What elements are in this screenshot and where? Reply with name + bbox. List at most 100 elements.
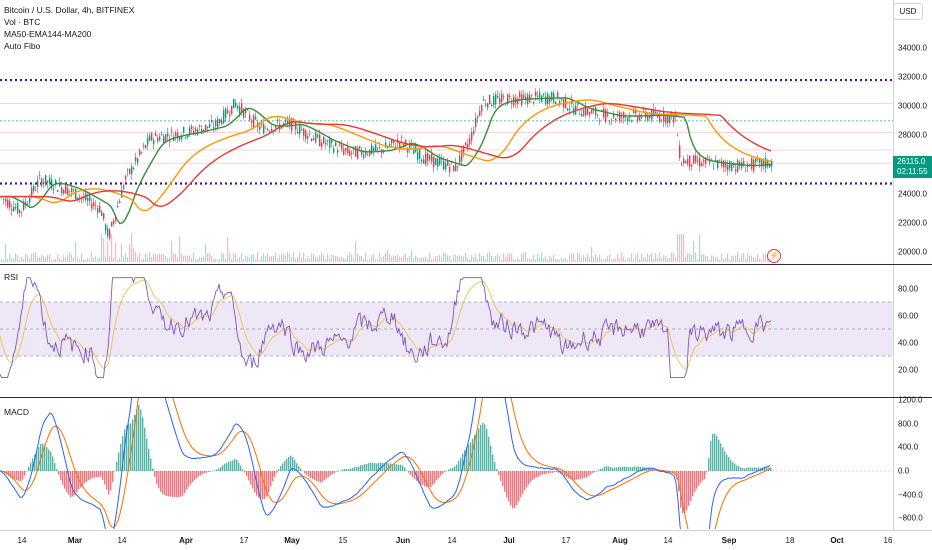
volume-bar: [653, 258, 655, 262]
macd-hist-bar: [274, 471, 276, 478]
macd-hist-bar: [200, 471, 202, 476]
volume-bar: [115, 242, 117, 262]
time-label: 16: [883, 536, 893, 545]
volume-bar: [699, 234, 701, 262]
candle-body: [643, 108, 645, 110]
price-pane[interactable]: Bitcoin / U.S. Dollar, 4h, BITFINEX Vol …: [0, 0, 893, 264]
candle-body: [245, 109, 247, 114]
lightning-icon[interactable]: ⚡: [767, 249, 781, 263]
time-axis[interactable]: 14 Mar 14 Apr 17 May 15 Jun 14 Jul 17 Aug 14 Sep 18 Oct…: [0, 530, 932, 550]
candle-body: [455, 163, 457, 171]
candle-body: [105, 224, 107, 231]
macd-hist-bar: [708, 457, 710, 471]
rsi-legend[interactable]: RSI: [4, 272, 19, 282]
candle-body: [735, 169, 737, 172]
volume-bar: [465, 252, 467, 262]
macd-hist-bar: [676, 471, 678, 479]
rsi-pane[interactable]: RSI: [0, 265, 893, 397]
macd-legend[interactable]: MACD: [4, 407, 30, 417]
macd-hist-bar: [370, 462, 372, 471]
candle-body: [761, 159, 763, 167]
volume-bar: [371, 255, 373, 262]
volume-bar: [335, 255, 337, 262]
volume-bar: [379, 252, 381, 262]
chart-legend: Bitcoin / U.S. Dollar, 4h, BITFINEX Vol …: [4, 4, 134, 52]
candle-body: [357, 148, 359, 159]
candle-body: [597, 114, 599, 116]
volume-bar: [29, 258, 31, 262]
macd-hist-bar: [542, 471, 544, 475]
candle-body: [669, 114, 671, 124]
candle-body: [261, 123, 263, 125]
indicator-auto-fibo[interactable]: Auto Fibo: [4, 41, 41, 51]
candle-body: [389, 144, 391, 147]
price-axis[interactable]: 34000.032000.030000.028000.026000.024000…: [893, 0, 932, 264]
indicator-volume[interactable]: Vol · BTC: [4, 17, 41, 27]
volume-bar: [393, 255, 395, 262]
macd-hist-bar: [122, 436, 124, 471]
candle-body: [665, 116, 667, 124]
volume-bar: [173, 253, 175, 262]
volume-bar: [635, 254, 637, 262]
volume-bar: [163, 253, 165, 262]
candle-body: [11, 208, 13, 211]
candle-body: [67, 188, 69, 196]
candle-body: [281, 125, 283, 129]
volume-bar: [731, 255, 733, 262]
macd-hist-bar: [650, 468, 652, 471]
candle-body: [331, 139, 333, 144]
macd-hist-bar: [452, 467, 454, 471]
volume-bar: [417, 256, 419, 262]
macd-hist-bar: [754, 467, 756, 471]
macd-hist-bar: [270, 471, 272, 487]
rsi-axis[interactable]: 80.00 60.00 40.00 20.00: [893, 265, 932, 397]
currency-button[interactable]: USD: [893, 3, 923, 20]
volume-bar: [211, 255, 213, 262]
macd-hist-bar: [632, 466, 634, 471]
volume-bar: [183, 255, 185, 262]
candle-body: [481, 105, 483, 112]
time-label: 17: [561, 536, 571, 545]
volume-bar: [451, 259, 453, 262]
macd-hist-bar: [172, 471, 174, 498]
candle-body: [145, 145, 147, 149]
macd-hist-bar: [400, 464, 402, 471]
macd-hist-bar: [32, 458, 34, 471]
candle-body: [315, 132, 317, 142]
candle-body: [277, 119, 279, 122]
macd-hist-bar: [450, 468, 452, 471]
macd-hist-bar: [78, 471, 80, 490]
candle-body: [241, 103, 243, 112]
pane-divider[interactable]: [0, 264, 932, 265]
macd-hist-bar: [512, 471, 514, 509]
volume-bar: [161, 254, 163, 262]
macd-axis[interactable]: 1200.0 800.0 400.0 0.0 −400.0 −800.0: [893, 396, 932, 530]
indicator-moving-averages[interactable]: MA50-EMA144-MA200: [4, 29, 92, 39]
volume-bar: [681, 234, 683, 262]
macd-chart: [0, 398, 893, 529]
macd-hist-bar: [526, 471, 528, 488]
volume-bar: [629, 257, 631, 262]
candle-body: [107, 228, 109, 237]
rsi-chart: [0, 277, 893, 379]
volume-bar: [169, 257, 171, 262]
candle-body: [731, 164, 733, 172]
candle-body: [373, 147, 375, 151]
candle-body: [341, 144, 343, 150]
rsi-tick: 60.00: [898, 311, 919, 320]
candle-body: [117, 205, 119, 208]
candle-body: [557, 92, 559, 99]
pane-divider[interactable]: [0, 397, 932, 398]
candle-body: [255, 116, 257, 119]
volume-bar: [693, 240, 695, 262]
candle-body: [113, 220, 115, 224]
macd-hist-bar: [394, 464, 396, 471]
time-label: Apr: [179, 536, 193, 545]
candle-body: [685, 161, 687, 164]
macd-pane[interactable]: MACD: [0, 398, 893, 529]
symbol-title[interactable]: Bitcoin / U.S. Dollar, 4h, BITFINEX: [4, 5, 135, 15]
macd-hist-bar: [252, 471, 254, 489]
candle-body: [23, 201, 25, 210]
candle-body: [319, 134, 321, 147]
candle-body: [259, 126, 261, 130]
